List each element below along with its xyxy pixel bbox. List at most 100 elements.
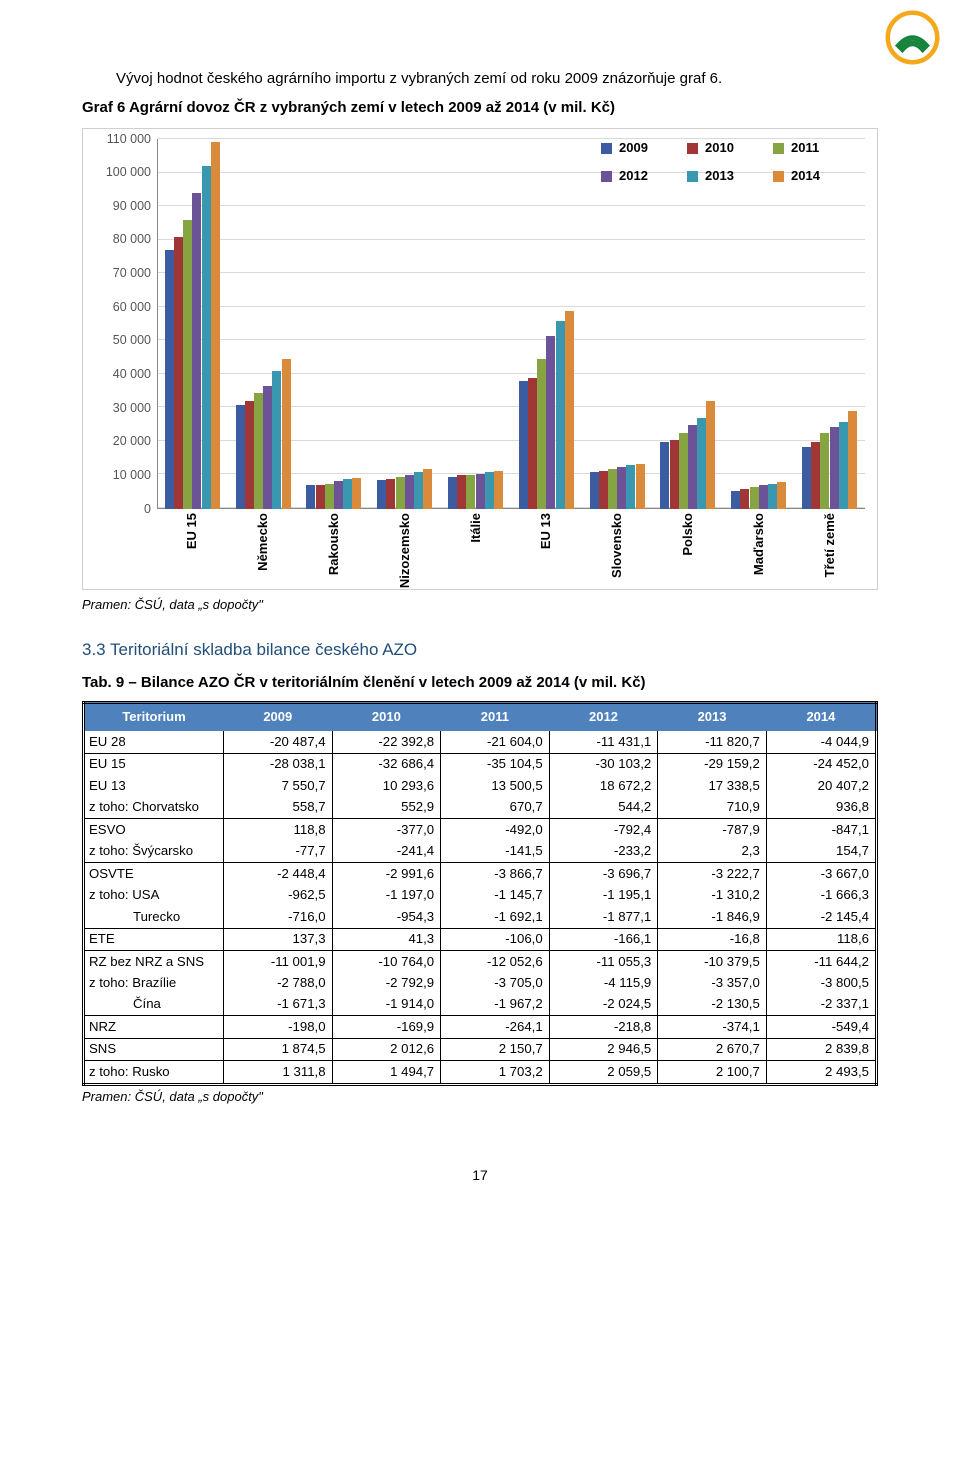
table-row: z toho: Švýcarsko-77,7-241,4-141,5-233,2…: [84, 841, 877, 863]
chart-bar: [848, 411, 857, 509]
chart-bar: [476, 474, 485, 509]
table-cell: -374,1: [658, 1016, 767, 1038]
table-cell: -3 866,7: [441, 863, 550, 885]
chart-bar: [165, 250, 174, 509]
chart-bar: [343, 479, 352, 509]
chart-bar: [528, 378, 537, 509]
chart-bar: [386, 479, 395, 509]
table-source: Pramen: ČSÚ, data „s dopočty": [82, 1088, 878, 1106]
table-cell: -492,0: [441, 819, 550, 841]
x-tick-label: EU 15: [183, 513, 201, 549]
table-row: EU 28-20 487,4-22 392,8-21 604,0-11 431,…: [84, 731, 877, 753]
table-cell: -11 820,7: [658, 731, 767, 753]
table-row: ETE137,341,3-106,0-166,1-16,8118,6: [84, 928, 877, 950]
chart-bar: [423, 469, 432, 509]
table-cell: -954,3: [332, 906, 441, 928]
table-row: EU 137 550,710 293,613 500,518 672,217 3…: [84, 775, 877, 796]
chart-bar: [245, 401, 254, 509]
table-row: z toho: Brazílie-2 788,0-2 792,9-3 705,0…: [84, 973, 877, 994]
table-cell: -28 038,1: [224, 753, 333, 775]
y-tick-label: 90 000: [89, 198, 151, 216]
chart-bar: [263, 386, 272, 509]
table-cell-label: Turecko: [84, 906, 224, 928]
table-row: z toho: Rusko1 311,81 494,71 703,22 059,…: [84, 1061, 877, 1084]
chart-bar: [839, 422, 848, 509]
table-cell: 2 012,6: [332, 1038, 441, 1060]
chart-bar: [617, 467, 626, 509]
y-tick-label: 60 000: [89, 298, 151, 316]
table-cell: 558,7: [224, 797, 333, 819]
chart-bar: [272, 371, 281, 509]
chart-legend: 200920102011201220132014: [601, 139, 861, 195]
table-cell-label: SNS: [84, 1038, 224, 1060]
table-cell: 7 550,7: [224, 775, 333, 796]
table-cell: 544,2: [549, 797, 658, 819]
table-cell: -3 357,0: [658, 973, 767, 994]
chart-bar: [706, 401, 715, 509]
chart-bar: [830, 427, 839, 509]
legend-item: 2013: [687, 167, 773, 185]
table-cell: -241,4: [332, 841, 441, 863]
table-cell: -787,9: [658, 819, 767, 841]
table-cell: 2 946,5: [549, 1038, 658, 1060]
chart-bar: [590, 472, 599, 509]
y-tick-label: 0: [89, 500, 151, 518]
table-row: z toho: USA-962,5-1 197,0-1 145,7-1 195,…: [84, 885, 877, 906]
table-cell: -218,8: [549, 1016, 658, 1038]
chart-bar: [565, 311, 574, 509]
table-cell: 2 839,8: [766, 1038, 876, 1060]
table-cell: 936,8: [766, 797, 876, 819]
table-cell: -1 145,7: [441, 885, 550, 906]
table-cell: -32 686,4: [332, 753, 441, 775]
table-cell-label: EU 28: [84, 731, 224, 753]
legend-item: 2010: [687, 139, 773, 157]
table-cell: -141,5: [441, 841, 550, 863]
table-cell: 1 874,5: [224, 1038, 333, 1060]
table-cell-label: EU 13: [84, 775, 224, 796]
chart-bar: [211, 142, 220, 509]
table-cell-label: NRZ: [84, 1016, 224, 1038]
table-cell: -21 604,0: [441, 731, 550, 753]
table-cell: -22 392,8: [332, 731, 441, 753]
legend-item: 2011: [773, 139, 859, 157]
table-cell: -4 115,9: [549, 973, 658, 994]
table-cell: -29 159,2: [658, 753, 767, 775]
table-row: z toho: Chorvatsko558,7552,9670,7544,271…: [84, 797, 877, 819]
table-cell: 2 059,5: [549, 1061, 658, 1084]
chart-bar: [626, 465, 635, 509]
chart-title: Graf 6 Agrární dovoz ČR z vybraných zemí…: [82, 97, 878, 118]
chart-bar: [740, 489, 749, 509]
chart-bar: [608, 469, 617, 509]
chart-bar: [192, 193, 201, 509]
table-cell: -106,0: [441, 928, 550, 950]
y-tick-label: 50 000: [89, 332, 151, 350]
x-tick-label: EU 13: [537, 513, 555, 549]
table-cell: -1 846,9: [658, 906, 767, 928]
section-heading: 3.3 Teritoriální skladba bilance českého…: [82, 638, 878, 662]
table-cell: -792,4: [549, 819, 658, 841]
table-header: 2012: [549, 702, 658, 730]
table-cell: -16,8: [658, 928, 767, 950]
table-row: Turecko-716,0-954,3-1 692,1-1 877,1-1 84…: [84, 906, 877, 928]
chart-bar: [282, 359, 291, 509]
chart-bar: [405, 475, 414, 509]
table-cell: -716,0: [224, 906, 333, 928]
table-cell: 18 672,2: [549, 775, 658, 796]
logo-icon: [885, 10, 940, 70]
table-cell: -2 788,0: [224, 973, 333, 994]
table-cell: -3 667,0: [766, 863, 876, 885]
table-cell: -264,1: [441, 1016, 550, 1038]
table-cell: 137,3: [224, 928, 333, 950]
table-cell: -2 130,5: [658, 994, 767, 1016]
table-row: EU 15-28 038,1-32 686,4-35 104,5-30 103,…: [84, 753, 877, 775]
table-cell: -2 792,9: [332, 973, 441, 994]
table-cell: -1 666,3: [766, 885, 876, 906]
chart-bar: [777, 482, 786, 509]
table-cell: -377,0: [332, 819, 441, 841]
table-cell: 41,3: [332, 928, 441, 950]
table-cell: -2 991,6: [332, 863, 441, 885]
y-tick-label: 110 000: [89, 130, 151, 148]
table-cell: 1 311,8: [224, 1061, 333, 1084]
chart-bar: [174, 237, 183, 509]
table-cell: -549,4: [766, 1016, 876, 1038]
